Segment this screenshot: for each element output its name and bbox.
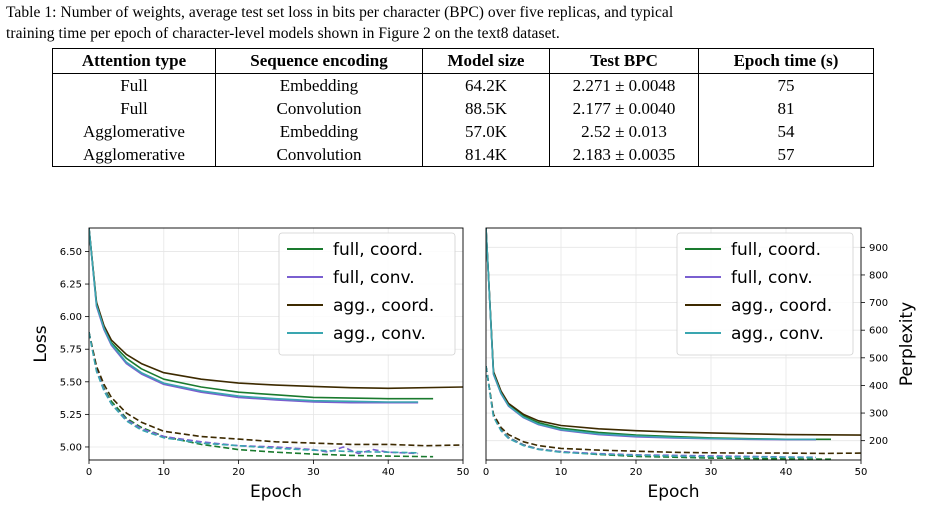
legend-label: full, coord. (333, 240, 423, 260)
y-tick-label: 700 (869, 298, 888, 309)
cell-sequence-encoding: Embedding (215, 73, 423, 97)
table-row: Full Embedding 64.2K 2.271 ± 0.0048 75 (52, 73, 874, 97)
cell-attention-type: Agglomerative (52, 120, 216, 143)
cell-test-bpc: 2.52 ± 0.013 (549, 120, 699, 143)
series-line-validation-6 (486, 365, 861, 455)
plot-frame (485, 227, 862, 461)
series-line-validation-7 (89, 332, 419, 454)
x-axis-label: Epoch (647, 482, 699, 502)
legend-label: agg., coord. (731, 296, 832, 316)
y-tick-label: 300 (869, 409, 888, 420)
chart-panel-2: 0 10 20 30 40 50 200 300 400 500 600 700 800 900 Epoch… (483, 227, 917, 502)
series-line-agg-coord (486, 228, 861, 436)
cell-attention-type: Full (52, 73, 216, 97)
header-attention-type: Attention type (52, 48, 216, 74)
table-row: Agglomerative Embedding 57.0K 2.52 ± 0.0… (52, 120, 874, 143)
y-tick-label: 5.25 (60, 410, 82, 421)
x-tick-label: 20 (630, 467, 643, 478)
legend-label: agg., conv. (731, 324, 824, 344)
x-tick-label: 40 (780, 467, 793, 478)
y-tick-label: 900 (869, 243, 888, 254)
legend-label: full, conv. (731, 268, 813, 288)
cell-test-bpc: 2.271 ± 0.0048 (549, 73, 699, 97)
y-tick-label: 5.00 (60, 442, 82, 453)
series-line-agg-conv (89, 228, 419, 403)
y-tick-label: 800 (869, 270, 888, 281)
y-tick-label: 5.75 (60, 345, 82, 356)
cell-model-size: 81.4K (422, 143, 550, 167)
legend-box (278, 232, 456, 356)
series-line-agg-coord (89, 228, 463, 390)
x-axis-label: Epoch (250, 482, 302, 502)
chart-panel-1: 0 10 20 30 40 50 5.00 5.25 5.50 5.75 6.00 6.25 6.50 E… (31, 227, 470, 502)
table-header-row: Attention type Sequence encoding Model s… (52, 48, 874, 74)
legend-label: agg., coord. (333, 296, 434, 316)
legend: full, coord. full, conv. agg., coord. agg.,… (278, 232, 456, 356)
y-tick-label: 200 (869, 436, 888, 447)
cell-attention-type: Agglomerative (52, 143, 216, 167)
y-tick-label: 600 (869, 326, 888, 337)
caption-line-1: Table 1: Number of weights, average test… (6, 4, 674, 21)
y-tick-label: 6.00 (60, 312, 82, 323)
cell-test-bpc: 2.177 ± 0.0040 (549, 97, 699, 120)
y-axis-label: Loss (31, 325, 51, 362)
cell-model-size: 64.2K (422, 73, 550, 97)
legend: full, coord. full, conv. agg., coord. agg.,… (676, 232, 854, 356)
cell-attention-type: Full (52, 97, 216, 120)
x-tick-label: 20 (232, 467, 245, 478)
series-line-validation-6 (89, 332, 463, 447)
cell-model-size: 57.0K (422, 120, 550, 143)
header-epoch-time: Epoch time (s) (698, 48, 874, 74)
table-row: Agglomerative Convolution 81.4K 2.183 ± … (52, 143, 874, 167)
results-table: Attention type Sequence encoding Model s… (52, 48, 874, 167)
header-model-size: Model size (422, 48, 550, 74)
table-row: Full Convolution 88.5K 2.177 ± 0.0040 81 (52, 97, 874, 120)
y-tick-label: 400 (869, 381, 888, 392)
legend-label: full, conv. (333, 268, 415, 288)
y-tick-label: 5.50 (60, 377, 82, 388)
series-line-agg-conv (486, 228, 816, 441)
cell-epoch-time: 75 (698, 73, 874, 97)
x-tick-label: 50 (855, 467, 868, 478)
x-tick-label: 0 (86, 467, 92, 478)
table-caption: Table 1: Number of weights, average test… (6, 2, 946, 44)
x-tick-label: 30 (705, 467, 718, 478)
cell-epoch-time: 81 (698, 97, 874, 120)
cell-test-bpc: 2.183 ± 0.0035 (549, 143, 699, 167)
legend-label: agg., conv. (333, 324, 426, 344)
cell-epoch-time: 54 (698, 120, 874, 143)
x-tick-label: 10 (555, 467, 568, 478)
figure-loss-perplexity: 0 10 20 30 40 50 5.00 5.25 5.50 5.75 6.00 6.25 6.50 E… (31, 227, 917, 502)
y-tick-label: 6.25 (60, 280, 82, 291)
x-tick-label: 40 (382, 467, 395, 478)
x-tick-label: 50 (457, 467, 470, 478)
cell-sequence-encoding: Convolution (215, 143, 423, 167)
y-tick-label: 500 (869, 353, 888, 364)
y-tick-label: 6.50 (60, 247, 82, 258)
caption-line-2: training time per epoch of character-lev… (6, 25, 560, 42)
legend-box (676, 232, 854, 356)
cell-epoch-time: 57 (698, 143, 874, 167)
y-axis-label: Perplexity (897, 302, 917, 386)
header-sequence-encoding: Sequence encoding (215, 48, 423, 74)
x-tick-label: 10 (157, 467, 170, 478)
x-tick-label: 0 (483, 467, 489, 478)
plot-frame (88, 227, 464, 461)
cell-sequence-encoding: Convolution (215, 97, 423, 120)
legend-label: full, coord. (731, 240, 821, 260)
series-line-validation-5 (486, 365, 817, 458)
series-line-validation-7 (486, 365, 817, 459)
x-tick-label: 30 (307, 467, 320, 478)
header-test-bpc: Test BPC (549, 48, 699, 74)
cell-model-size: 88.5K (422, 97, 550, 120)
cell-sequence-encoding: Embedding (215, 120, 423, 143)
